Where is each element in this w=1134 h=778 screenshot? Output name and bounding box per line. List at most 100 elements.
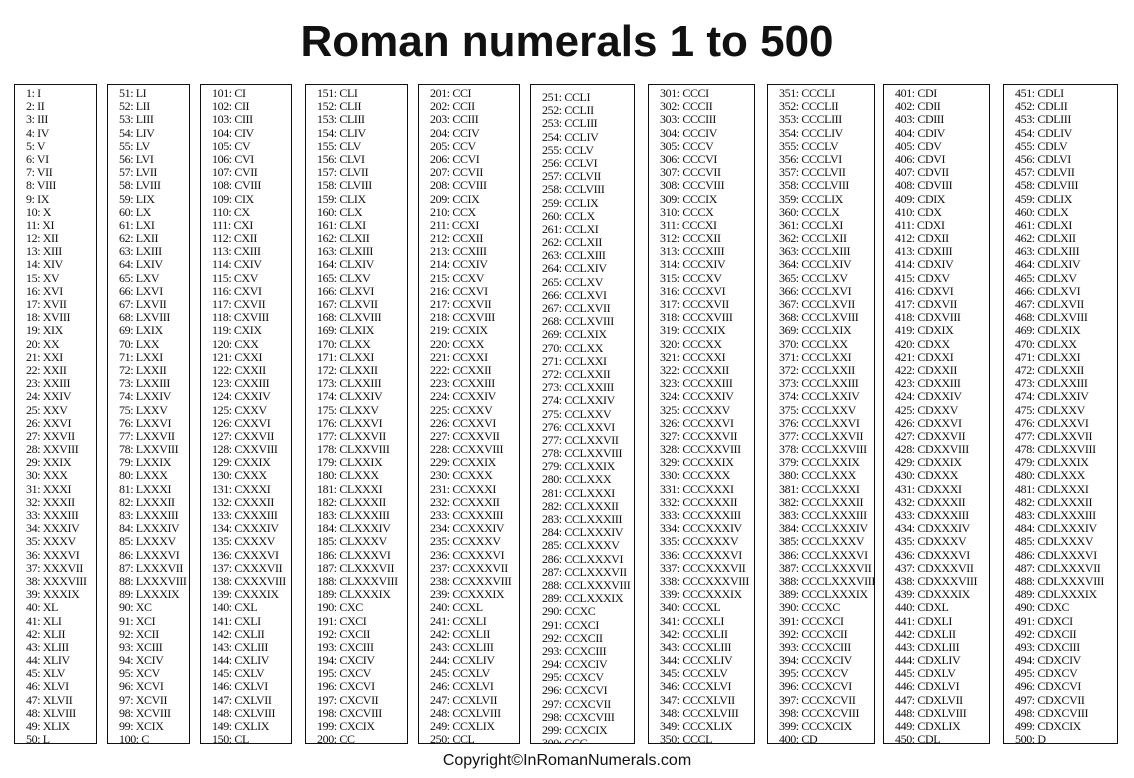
numeral-entry: 189: CLXXXIX (317, 587, 391, 602)
numeral-entry: 207: CCVII (430, 165, 484, 180)
numeral-entry: 152: CLII (317, 99, 362, 114)
numeral-entry: 36: XXXVI (26, 547, 80, 562)
numeral-entry: 223: CCXXIII (430, 376, 495, 391)
numeral-entry: 222: CCXXII (430, 362, 492, 377)
numeral-entry: 366: CCCLXVI (779, 283, 852, 298)
numeral-entry: 473: CDLXXIII (1015, 376, 1088, 391)
numeral-entry: 416: CDXVI (895, 283, 954, 298)
numeral-entry: 28: XXVIII (26, 442, 79, 457)
numeral-entry: 303: CCCIII (660, 112, 716, 127)
numeral-entry: 339: CCCXXXIX (660, 587, 742, 602)
numeral-entry: 387: CCCLXXXVII (779, 560, 872, 575)
numeral-entry: 476: CDLXXVI (1015, 415, 1089, 430)
numeral-entry: 278: CCLXXVIII (542, 446, 623, 461)
numeral-entry: 495: CDXCV (1015, 666, 1078, 681)
numeral-entry: 328: CCCXXVIII (660, 442, 741, 457)
numeral-entry: 202: CCII (430, 99, 475, 114)
numeral-entry: 261: CCLXI (542, 221, 599, 236)
numeral-entry: 485: CDLXXXV (1015, 534, 1094, 549)
numeral-entry: 16: XVI (26, 283, 63, 298)
numeral-entry: 81: LXXXI (119, 481, 172, 496)
numeral-entry: 388: CCCLXXXVIII (779, 573, 875, 588)
numeral-entry: 169: CLXIX (317, 323, 374, 338)
numeral-entry: 132: CXXXII (212, 494, 274, 509)
numeral-entry: 362: CCCLXII (779, 231, 847, 246)
numeral-entry: 437: CDXXXVII (895, 560, 974, 575)
numeral-entry: 356: CCCLVI (779, 151, 842, 166)
numeral-entry: 427: CDXXVII (895, 428, 966, 443)
numeral-entry: 489: CDLXXXIX (1015, 587, 1097, 602)
numeral-entry: 120: CXX (212, 336, 259, 351)
numeral-entry: 237: CCXXXVII (430, 560, 508, 575)
numeral-entry: 441: CDXLI (895, 613, 952, 628)
numeral-entry: 267: CCLXVII (542, 301, 611, 315)
numeral-entry: 469: CDLXIX (1015, 323, 1081, 338)
numeral-entry: 181: CLXXXI (317, 481, 383, 496)
numeral-entry: 307: CCCVII (660, 165, 721, 180)
numeral-entry: 421: CDXXI (895, 349, 954, 364)
numeral-entry: 306: CCCVI (660, 151, 718, 166)
numeral-entry: 249: CCXLIX (430, 719, 495, 733)
numeral-entry: 141: CXLI (212, 613, 261, 628)
numeral-entry: 186: CLXXXVI (317, 547, 391, 562)
numeral-entry: 39: XXXIX (26, 587, 80, 602)
numeral-entry: 40: XL (26, 600, 58, 615)
numeral-entry: 116: CXVI (212, 283, 262, 298)
numeral-entry: 225: CCXXV (430, 402, 493, 417)
numeral-entry: 221: CCXXI (430, 349, 488, 364)
numeral-entry: 259: CCLIX (542, 195, 599, 210)
numeral-entry: 241: CCXLI (430, 613, 487, 628)
numeral-entry: 315: CCCXV (660, 270, 722, 285)
numeral-entry: 27: XXVII (26, 428, 75, 443)
numeral-entry: 104: CIV (212, 125, 254, 140)
numeral-entry: 423: CDXXIII (895, 376, 961, 391)
numeral-entry: 162: CLXII (317, 231, 370, 246)
numeral-entry: 299: CCXCIX (542, 723, 608, 737)
numeral-entry: 291: CCXCI (542, 617, 600, 632)
numeral-entry: 133: CXXXIII (212, 508, 278, 522)
numeral-entry: 367: CCCLXVII (779, 297, 855, 311)
numeral-entry: 70: LXX (119, 336, 160, 351)
numeral-entry: 11: XI (26, 217, 55, 232)
numeral-entry: 100: C (119, 732, 149, 744)
numeral-entry: 252: CCLII (542, 103, 594, 118)
numeral-entry: 192: CXCII (317, 626, 371, 641)
numeral-entry: 245: CCXLV (430, 666, 490, 681)
numeral-entry: 455: CDLV (1015, 138, 1068, 153)
numeral-entry: 323: CCCXXIII (660, 376, 733, 391)
numeral-entry: 195: CXCV (317, 666, 372, 681)
numeral-entry: 154: CLIV (317, 125, 366, 140)
numeral-entry: 140: CXL (212, 600, 258, 615)
numeral-entry: 2: II (26, 99, 45, 114)
numeral-entry: 409: CDIX (895, 191, 946, 206)
numeral-entry: 481: CDLXXXI (1015, 481, 1089, 496)
numeral-entry: 167: CLXVII (317, 297, 378, 311)
numeral-entry: 487: CDLXXXVII (1015, 560, 1101, 575)
numeral-entry: 197: CXCVII (317, 692, 379, 707)
numeral-entry: 284: CCLXXXIV (542, 525, 624, 540)
numeral-column: 51: LI 52: LII 53: LIII 54: LIV 55: LV 56: LV… (107, 84, 190, 744)
numeral-entry: 327: CCCXXVII (660, 428, 738, 443)
numeral-column: 151: CLI 152: CLII 153: CLIII 154: CLIV 155:… (305, 84, 408, 744)
numeral-entry: 283: CCLXXXIII (542, 512, 623, 526)
numeral-entry: 219: CCXIX (430, 323, 488, 338)
numeral-entry: 14: XIV (26, 257, 63, 272)
numeral-entry: 34: XXXIV (26, 521, 80, 536)
numeral-entry: 301: CCCI (660, 86, 709, 100)
numeral-entry: 67: LXVII (119, 297, 167, 311)
numeral-entry: 451: CDLI (1015, 86, 1064, 100)
numeral-entry: 468: CDLXVIII (1015, 310, 1088, 325)
numeral-entry: 488: CDLXXXVIII (1015, 573, 1104, 588)
numeral-entry: 424: CDXXIV (895, 389, 962, 404)
numeral-entry: 108: CVIII (212, 178, 261, 193)
numeral-entry: 333: CCCXXXIII (660, 508, 741, 522)
numeral-entry: 462: CDLXII (1015, 231, 1076, 246)
numeral-entry: 280: CCLXXX (542, 472, 612, 487)
numeral-entry: 84: LXXXIV (119, 521, 180, 536)
numeral-entry: 217: CCXVII (430, 297, 492, 311)
numeral-entry: 285: CCLXXXV (542, 538, 620, 553)
numeral-entry: 391: CCCXCI (779, 613, 844, 628)
numeral-entry: 456: CDLVI (1015, 151, 1071, 166)
numeral-entry: 216: CCXVI (430, 283, 488, 298)
numeral-entry: 384: CCCLXXXIV (779, 521, 868, 536)
